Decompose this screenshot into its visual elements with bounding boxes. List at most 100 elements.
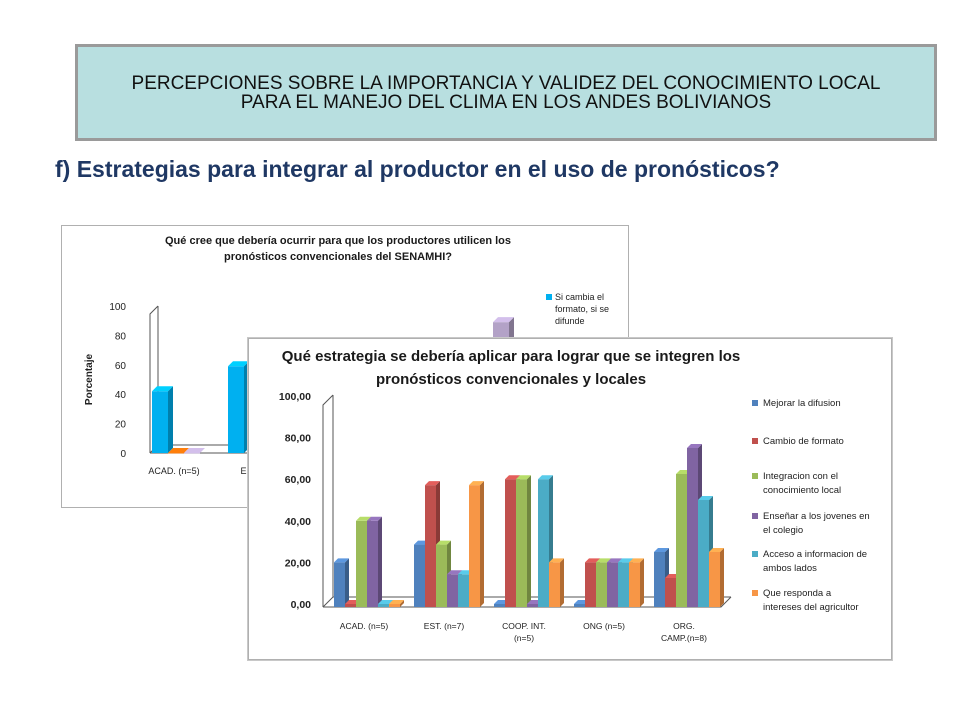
chart2-xtick-line: ONG (n=5)	[583, 621, 625, 631]
chart1-title-line: pronósticos convencionales del SENAMHI?	[224, 251, 452, 263]
chart1-bar-top	[184, 448, 205, 453]
chart1-bar-side	[168, 386, 173, 453]
chart2-bar-top	[334, 558, 349, 563]
chart1-ylabel: Porcentaje	[84, 353, 95, 405]
chart2-bar	[516, 475, 531, 607]
chart2-title-line: pronósticos convencionales y locales	[376, 371, 646, 388]
chart2-bar-top	[447, 570, 462, 575]
chart2-xtick: ONG (n=5)	[583, 621, 625, 631]
chart2-xtick-line: COOP. INT.	[502, 621, 546, 631]
chart2-bar-front	[709, 552, 720, 607]
chart1-xtick: ACAD. (n=5)	[148, 466, 199, 476]
chart2-bar-front	[698, 500, 709, 607]
chart1-legend-line: formato, si se	[555, 304, 609, 314]
chart2-ytick: 80,00	[285, 433, 311, 445]
chart2-bar-top	[687, 444, 702, 448]
chart2-xtick-line: (n=5)	[514, 633, 534, 643]
chart2-legend-line: Enseñar a los jovenes en	[763, 511, 870, 522]
chart1-bar-front	[152, 391, 168, 453]
chart2-bar-front	[447, 574, 458, 607]
chart1-bar-front	[184, 453, 200, 454]
chart2-legend-label: Cambio de formato	[763, 436, 844, 447]
chart2-bar-front	[629, 562, 640, 607]
chart2-title: Qué estrategia se debería aplicar para l…	[282, 348, 741, 388]
chart2-xtick: ACAD. (n=5)	[340, 621, 389, 631]
axis-y-line	[322, 394, 334, 607]
chart2-bar-front	[585, 562, 596, 607]
chart1-legend-line: difunde	[555, 316, 585, 326]
chart2-bar-front	[414, 544, 425, 607]
chart2-bar-front	[574, 604, 585, 607]
chart2-legend-line: conocimiento local	[763, 485, 841, 496]
chart2-xtick-line: ORG.	[673, 621, 695, 631]
chart2-bar-top	[607, 558, 622, 563]
chart2-legend-line: ambos lados	[763, 563, 817, 574]
chart2-legend-line: Cambio de formato	[763, 436, 844, 447]
chart2-legend-line: Integracion con el	[763, 471, 838, 482]
chart2-bar-front	[425, 485, 436, 607]
chart2-bar-top	[356, 516, 371, 521]
chart2-xtick: ORG. CAMP.(n=8)	[661, 621, 707, 643]
chart2-bar	[629, 558, 644, 607]
chart2-bar-side	[345, 558, 349, 607]
chart2-bar-front	[607, 562, 618, 607]
chart2-bar-front	[676, 474, 687, 607]
chart2-bar-front	[378, 604, 389, 607]
chart1-title: Qué cree que debería ocurrir para que lo…	[165, 235, 511, 263]
header-title: PERCEPCIONES SOBRE LA IMPORTANCIA Y VALI…	[131, 72, 881, 113]
chart2-bar-top	[618, 558, 633, 563]
chart-strategy-svg: Qué estrategia se debería aplicar para l…	[279, 348, 870, 643]
chart2-legend-label: Mejorar la difusion	[763, 398, 841, 409]
chart2-bar-front	[687, 448, 698, 607]
chart2-bar-front	[334, 562, 345, 607]
chart2-bar	[389, 600, 404, 607]
chart2-legend-swatch	[752, 513, 758, 519]
chart2-legend-line: Acceso a informacion de	[763, 549, 867, 560]
page-subtitle: f) Estrategias para integrar al producto…	[55, 156, 780, 182]
chart2-ytick: 20,00	[285, 557, 311, 569]
chart1-ytick: 100	[109, 302, 126, 313]
chart2-bar-front	[367, 520, 378, 607]
chart2-xtick: COOP. INT. (n=5)	[502, 621, 546, 643]
header-box: PERCEPCIONES SOBRE LA IMPORTANCIA Y VALI…	[75, 44, 937, 141]
chart1-bar-top	[228, 361, 249, 367]
chart2-xtick-line: CAMP.(n=8)	[661, 633, 707, 643]
axis-y-line	[149, 305, 159, 453]
chart1-ytick: 0	[120, 449, 126, 460]
chart2-bar-side	[527, 475, 531, 607]
chart2-bar-side	[640, 558, 644, 607]
chart1-extra-bar-top	[493, 317, 514, 323]
chart1-bar-front	[228, 366, 244, 453]
chart2-bar	[549, 558, 564, 607]
chart2-bar-side	[560, 558, 564, 607]
chart2-bar-front	[665, 578, 676, 607]
chart1-ytick: 20	[115, 420, 127, 431]
chart2-bar-top	[629, 558, 644, 563]
chart1-ytick: 80	[115, 331, 127, 342]
chart2-bar-top	[538, 475, 553, 480]
chart2-bar-front	[596, 562, 607, 607]
chart2-ytick: 100,00	[279, 391, 311, 403]
chart2-bar-top	[549, 558, 564, 563]
chart2-bar-top	[367, 516, 382, 521]
chart2-legend-label: Que responda a intereses del agricultor	[763, 588, 859, 613]
chart2-bar-side	[480, 481, 484, 607]
chart2-bar-front	[538, 479, 549, 607]
floor-edge	[322, 596, 334, 608]
chart1-ytick: 40	[115, 390, 127, 401]
chart2-legend-swatch	[752, 551, 758, 557]
chart1-title-line: Qué cree que debería ocurrir para que lo…	[165, 235, 511, 247]
chart2-bar-front	[389, 604, 400, 607]
chart2-bar-front	[494, 604, 505, 607]
chart2-legend-label: Integracion con el conocimiento local	[763, 471, 841, 496]
chart2-bar-front	[527, 604, 538, 607]
chart2-bar-top	[585, 558, 600, 563]
chart2-legend-swatch	[752, 590, 758, 596]
chart2-bar-side	[720, 548, 724, 607]
chart2-legend-line: intereses del agricultor	[763, 602, 859, 613]
chart2-legend-swatch	[752, 400, 758, 406]
chart2-bar-top	[436, 540, 451, 545]
chart1-legend-swatch	[546, 294, 552, 300]
chart2-ytick: 60,00	[285, 474, 311, 486]
chart2-bar-front	[618, 562, 629, 607]
